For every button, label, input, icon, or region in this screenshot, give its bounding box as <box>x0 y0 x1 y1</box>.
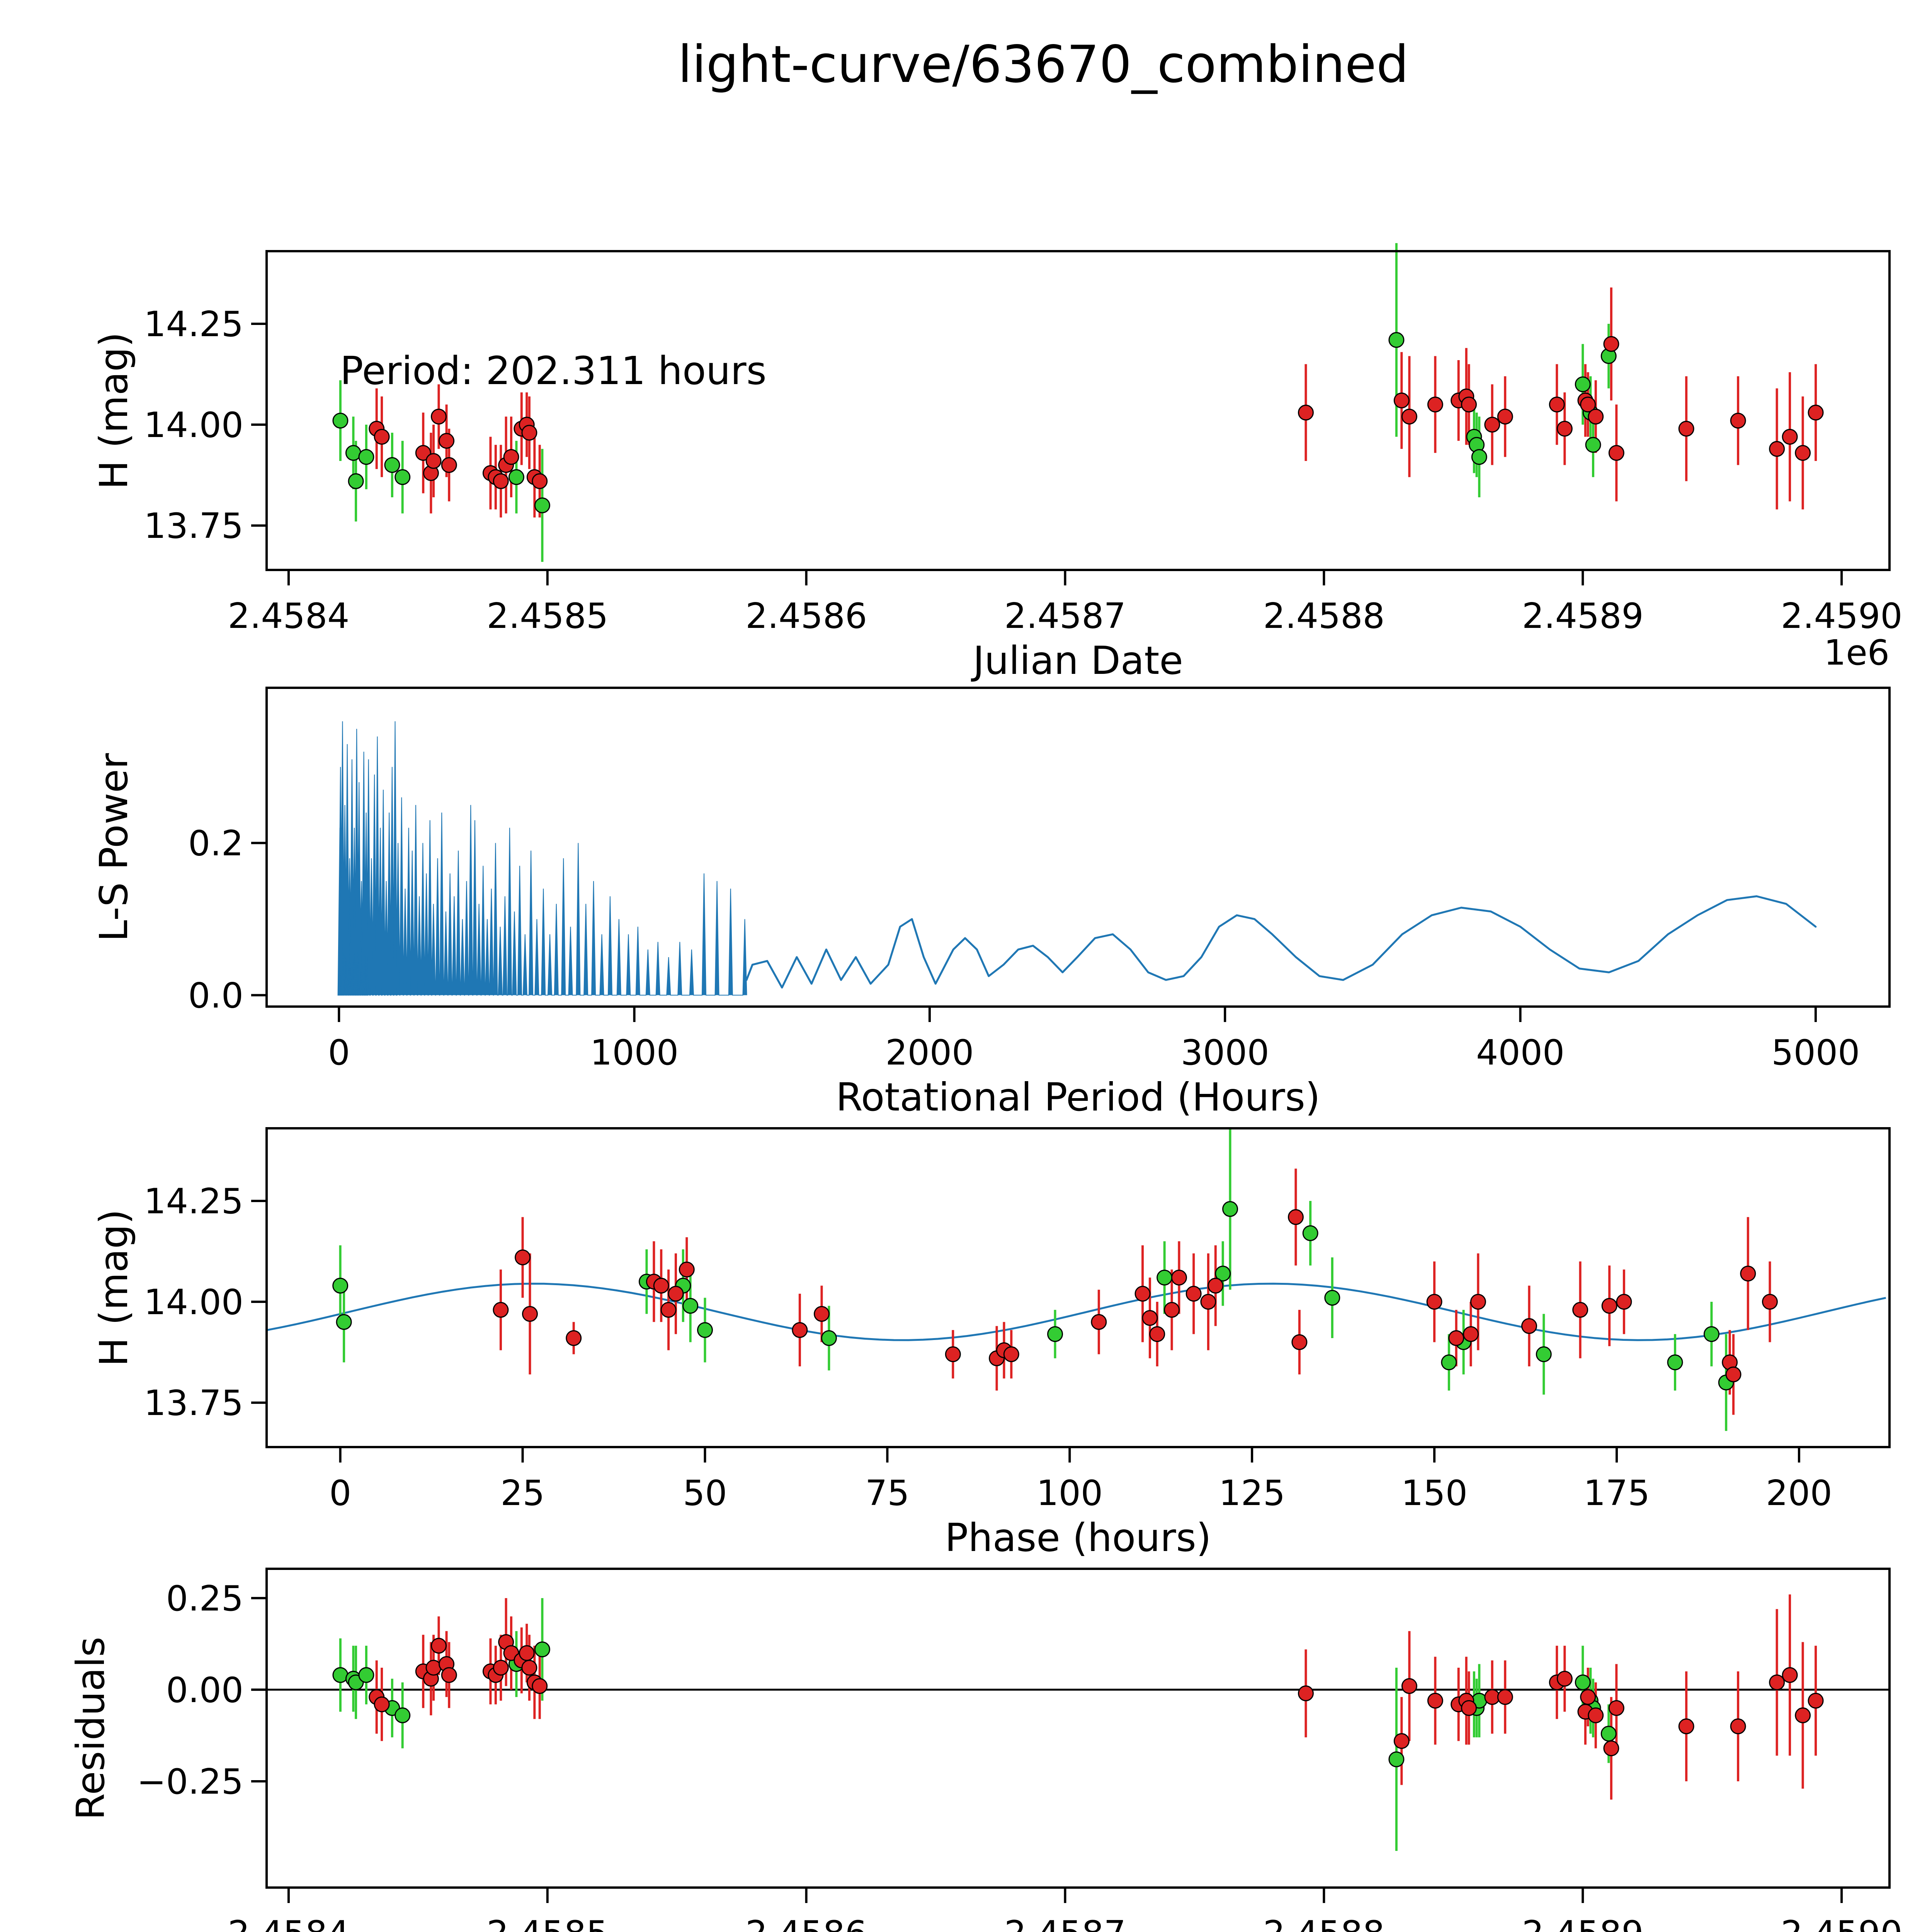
svg-text:50: 50 <box>683 1473 727 1514</box>
svg-text:0.0: 0.0 <box>188 975 243 1016</box>
svg-text:200: 200 <box>1766 1473 1832 1514</box>
svg-text:2.4590: 2.4590 <box>1781 1913 1903 1932</box>
svg-text:2.4586: 2.4586 <box>745 1913 867 1932</box>
svg-text:2.4589: 2.4589 <box>1522 1913 1644 1932</box>
axis-label-rotational-period: Rotational Period (Hours) <box>836 1075 1320 1120</box>
period-annotation: Period: 202.311 hours <box>340 348 767 393</box>
svg-text:2.4584: 2.4584 <box>228 1913 349 1932</box>
svg-text:0: 0 <box>329 1473 351 1514</box>
svg-text:0.25: 0.25 <box>166 1578 243 1619</box>
svg-text:2.4590: 2.4590 <box>1781 596 1903 636</box>
svg-text:1000: 1000 <box>590 1032 679 1073</box>
svg-text:2.4588: 2.4588 <box>1263 1913 1385 1932</box>
svg-text:2.4588: 2.4588 <box>1263 596 1385 636</box>
svg-text:2.4589: 2.4589 <box>1522 596 1644 636</box>
svg-text:175: 175 <box>1583 1473 1650 1514</box>
svg-text:14.00: 14.00 <box>144 1282 243 1323</box>
svg-text:75: 75 <box>865 1473 910 1514</box>
svg-text:150: 150 <box>1401 1473 1468 1514</box>
axis-label-h-mag-phase: H (mag) <box>91 1209 136 1367</box>
svg-text:0: 0 <box>328 1032 350 1073</box>
svg-text:2.4585: 2.4585 <box>486 596 608 636</box>
svg-text:125: 125 <box>1219 1473 1285 1514</box>
svg-text:2000: 2000 <box>885 1032 974 1073</box>
svg-text:2.4585: 2.4585 <box>486 1913 608 1932</box>
svg-text:0.2: 0.2 <box>188 823 243 864</box>
svg-text:4000: 4000 <box>1476 1032 1565 1073</box>
svg-text:2.4587: 2.4587 <box>1004 596 1126 636</box>
axis-label-residuals: Residuals <box>68 1636 113 1820</box>
svg-text:3000: 3000 <box>1181 1032 1269 1073</box>
svg-text:0.00: 0.00 <box>166 1670 243 1711</box>
axis-label-ls-power: L-S Power <box>91 753 136 942</box>
svg-text:100: 100 <box>1036 1473 1103 1514</box>
svg-text:2.4587: 2.4587 <box>1004 1913 1126 1932</box>
svg-text:−0.25: −0.25 <box>137 1762 243 1802</box>
axis-label-h-mag-top: H (mag) <box>91 332 136 490</box>
svg-text:2.4584: 2.4584 <box>228 596 349 636</box>
svg-text:25: 25 <box>500 1473 545 1514</box>
axis-label-julian-date-top: Julian Date <box>973 638 1183 683</box>
x-axis-offset-1e6-top: 1e6 <box>1824 633 1889 673</box>
axis-label-phase: Phase (hours) <box>945 1515 1211 1560</box>
svg-text:14.25: 14.25 <box>144 304 243 345</box>
figure-title: light-curve/63670_combined <box>678 35 1409 94</box>
svg-text:5000: 5000 <box>1771 1032 1860 1073</box>
svg-text:2.4586: 2.4586 <box>745 596 867 636</box>
svg-text:14.25: 14.25 <box>144 1181 243 1222</box>
svg-text:14.00: 14.00 <box>144 405 243 446</box>
svg-text:13.75: 13.75 <box>144 1383 243 1423</box>
svg-text:13.75: 13.75 <box>144 506 243 546</box>
